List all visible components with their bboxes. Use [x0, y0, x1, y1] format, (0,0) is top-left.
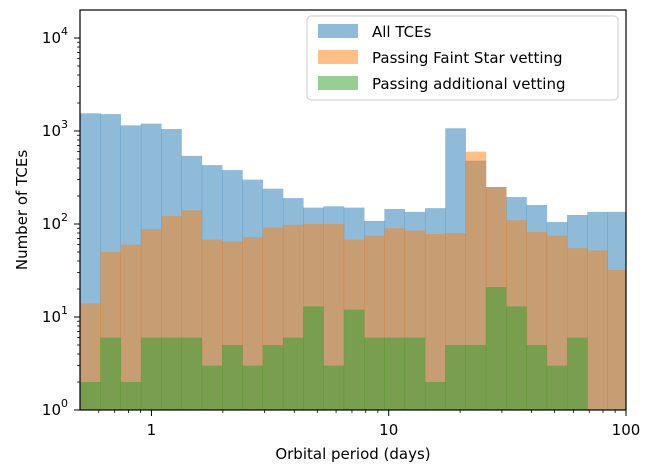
- histogram-bar: [424, 382, 446, 410]
- histogram-bar: [526, 345, 548, 410]
- histogram-bar: [161, 337, 182, 410]
- histogram-bar: [181, 337, 203, 410]
- plot-frame: [79, 9, 627, 411]
- histogram-bar: [445, 345, 466, 410]
- histogram-bar: [120, 244, 142, 410]
- series-3-bars: [80, 287, 588, 410]
- legend-swatch: [318, 24, 358, 38]
- chart-legend: All TCEs Passing Faint Star vetting Passin…: [306, 15, 619, 101]
- legend-box: [306, 15, 619, 101]
- histogram-bar: [303, 306, 324, 410]
- histogram-bar: [242, 365, 264, 410]
- histogram-bar: [485, 287, 507, 410]
- histogram-bar: [465, 345, 487, 410]
- series-2-bars: [80, 151, 626, 410]
- histogram-bar: [343, 309, 365, 410]
- histogram-bar: [424, 234, 446, 410]
- histogram-bar: [282, 337, 304, 410]
- y-tick-label: 101: [42, 304, 68, 326]
- histogram-bar: [384, 337, 406, 410]
- y-tick-label: 102: [42, 211, 68, 233]
- x-tick-label: 10: [379, 421, 398, 439]
- histogram-bar: [262, 345, 284, 410]
- histogram-bar: [120, 382, 142, 410]
- legend-swatch: [318, 76, 358, 90]
- histogram-bar: [364, 337, 385, 410]
- x-tick-label: 100: [612, 421, 641, 439]
- histogram-bar: [404, 337, 426, 410]
- histogram-bar: [546, 365, 568, 410]
- x-axis-label: Orbital period (days): [275, 445, 430, 463]
- histogram-bars: [80, 113, 626, 410]
- x-tick-label: 1: [147, 421, 157, 439]
- y-tick-label: 103: [42, 118, 68, 140]
- y-axis-label: Number of TCEs: [13, 150, 31, 270]
- y-tick-label: 104: [42, 25, 68, 47]
- legend-label: Passing additional vetting: [372, 75, 565, 93]
- histogram-bar: [323, 224, 345, 410]
- legend-label: All TCEs: [372, 23, 432, 41]
- histogram-bar: [506, 306, 527, 410]
- histogram-bar: [222, 345, 243, 410]
- y-tick-label: 100: [42, 397, 68, 419]
- histogram-bar: [80, 382, 101, 410]
- legend-swatch: [318, 50, 358, 64]
- histogram-bar: [201, 365, 223, 410]
- histogram-bar: [140, 337, 162, 410]
- histogram-bar: [587, 250, 608, 410]
- histogram-bar: [566, 337, 588, 410]
- y-axis-ticks: 100 101 102 103 104: [42, 25, 80, 419]
- histogram-bar: [607, 270, 626, 410]
- legend-label: Passing Faint Star vetting: [372, 49, 563, 67]
- x-axis-ticks: 1 10 100: [98, 410, 641, 439]
- histogram-bar: [100, 337, 121, 410]
- histogram-bar: [323, 365, 345, 410]
